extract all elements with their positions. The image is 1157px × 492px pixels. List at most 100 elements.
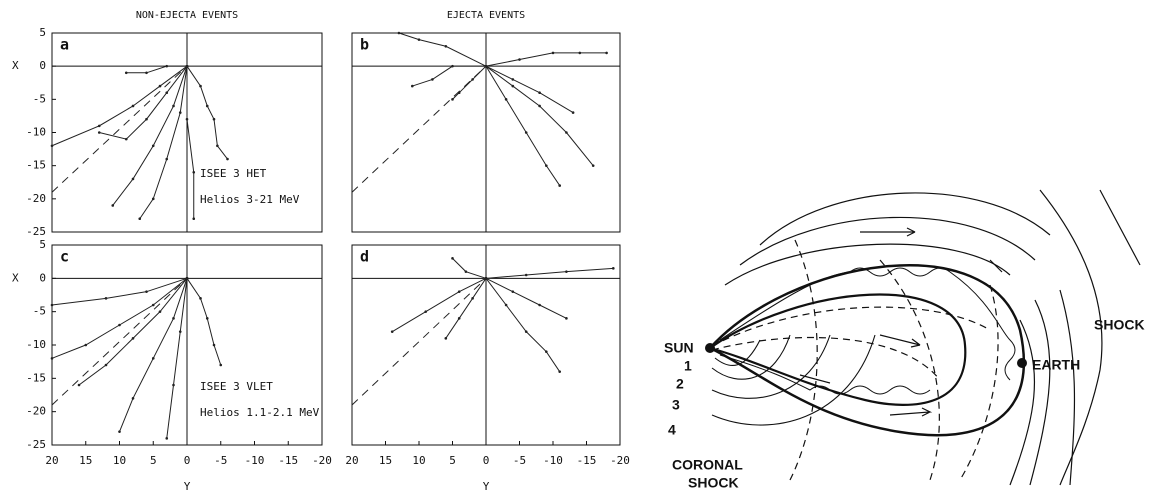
panel-title: EJECTA EVENTS: [447, 10, 525, 21]
point: [77, 383, 81, 387]
shock-number: 1: [684, 358, 692, 374]
point: [158, 84, 162, 88]
point: [118, 323, 121, 327]
point: [205, 317, 209, 320]
point: [131, 397, 135, 400]
point: [471, 297, 474, 300]
x-tick-label: 10: [412, 454, 425, 467]
trajectory: [445, 278, 487, 339]
point: [111, 204, 115, 207]
panel-label: a: [60, 36, 69, 54]
coronal-shocks: [711, 334, 876, 426]
point: [558, 370, 561, 373]
cloud-inner: [709, 293, 967, 406]
trajectory: [485, 52, 607, 67]
diagram: SUN EARTH SHOCK 1 2 3 4 CORONAL SHOCK: [664, 189, 1145, 491]
point: [424, 310, 428, 313]
point: [431, 78, 434, 81]
trajectory: [51, 65, 188, 147]
point: [538, 303, 541, 307]
sun-dot: [705, 343, 715, 353]
trajectory: [139, 66, 188, 220]
point: [464, 270, 468, 273]
point: [178, 111, 182, 114]
point: [151, 303, 155, 307]
y-tick-label: 5: [39, 238, 46, 251]
point: [471, 78, 474, 81]
point: [444, 44, 448, 48]
point: [165, 157, 169, 161]
arrows: [799, 227, 1003, 417]
point: [390, 330, 394, 333]
trajectory: [485, 65, 594, 166]
point: [172, 317, 175, 320]
x-tick-label: -10: [543, 454, 563, 467]
y-tick-label: 5: [39, 26, 46, 39]
shock-line: [1039, 189, 1141, 486]
trajectory: [351, 277, 487, 406]
x-tick-label: 0: [483, 454, 490, 467]
outer-field: [724, 192, 1051, 286]
point: [104, 297, 108, 300]
point: [131, 337, 135, 340]
panel-label: c: [60, 248, 69, 266]
shock-label: SHOCK: [1094, 317, 1145, 333]
shock-number: 4: [668, 422, 676, 438]
shock-number: 3: [672, 397, 680, 413]
point: [124, 137, 128, 141]
trajectory: [485, 267, 614, 279]
point: [511, 78, 515, 81]
x-tick-label: -15: [278, 454, 298, 467]
y-tick-label: 0: [39, 271, 46, 284]
point: [145, 117, 148, 121]
point: [538, 104, 541, 108]
point: [511, 84, 515, 88]
point: [172, 383, 175, 387]
point: [457, 317, 461, 320]
point: [444, 337, 448, 340]
trajectory: [126, 65, 187, 74]
x-tick-label: 15: [79, 454, 92, 467]
point: [97, 131, 101, 134]
y-tick-label: -20: [26, 405, 46, 418]
x-axis-label: Y: [184, 480, 191, 492]
x-tick-label: 5: [449, 454, 456, 467]
earth-label: EARTH: [1032, 357, 1080, 373]
point: [504, 98, 508, 101]
point: [571, 111, 575, 114]
y-tick-label: -20: [26, 192, 46, 205]
trajectory: [351, 65, 487, 193]
point: [565, 317, 568, 320]
point: [511, 290, 515, 293]
trajectory: [391, 277, 487, 333]
point: [165, 437, 169, 440]
y-tick-label: -15: [26, 371, 46, 384]
point: [151, 197, 155, 201]
point: [551, 51, 555, 55]
point: [151, 144, 155, 148]
point: [417, 38, 421, 41]
point: [158, 310, 162, 313]
wavy-field: [719, 267, 1016, 395]
point: [145, 290, 148, 293]
point: [138, 217, 142, 221]
coronal-label: SHOCK: [688, 475, 739, 491]
trajectory: [398, 32, 487, 67]
x-tick-label: 5: [150, 454, 157, 467]
point: [457, 91, 461, 94]
point: [104, 363, 108, 367]
point: [178, 330, 182, 333]
annotation: ISEE 3 HET: [200, 167, 267, 180]
point: [131, 104, 135, 108]
shock-number: 2: [676, 376, 684, 392]
point: [484, 64, 488, 68]
point: [524, 131, 528, 134]
x-tick-label: -5: [513, 454, 526, 467]
point: [205, 104, 209, 108]
trajectory: [452, 257, 487, 279]
y-tick-label: -25: [26, 225, 46, 238]
y-tick-label: 0: [39, 59, 46, 72]
point: [192, 171, 196, 174]
annotation: Helios 1.1-2.1 MeV: [200, 406, 320, 419]
point: [518, 58, 521, 61]
